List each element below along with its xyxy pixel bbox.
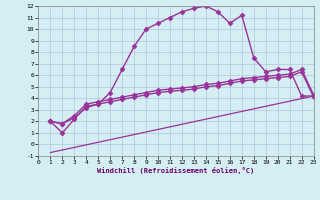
X-axis label: Windchill (Refroidissement éolien,°C): Windchill (Refroidissement éolien,°C) xyxy=(97,167,255,174)
